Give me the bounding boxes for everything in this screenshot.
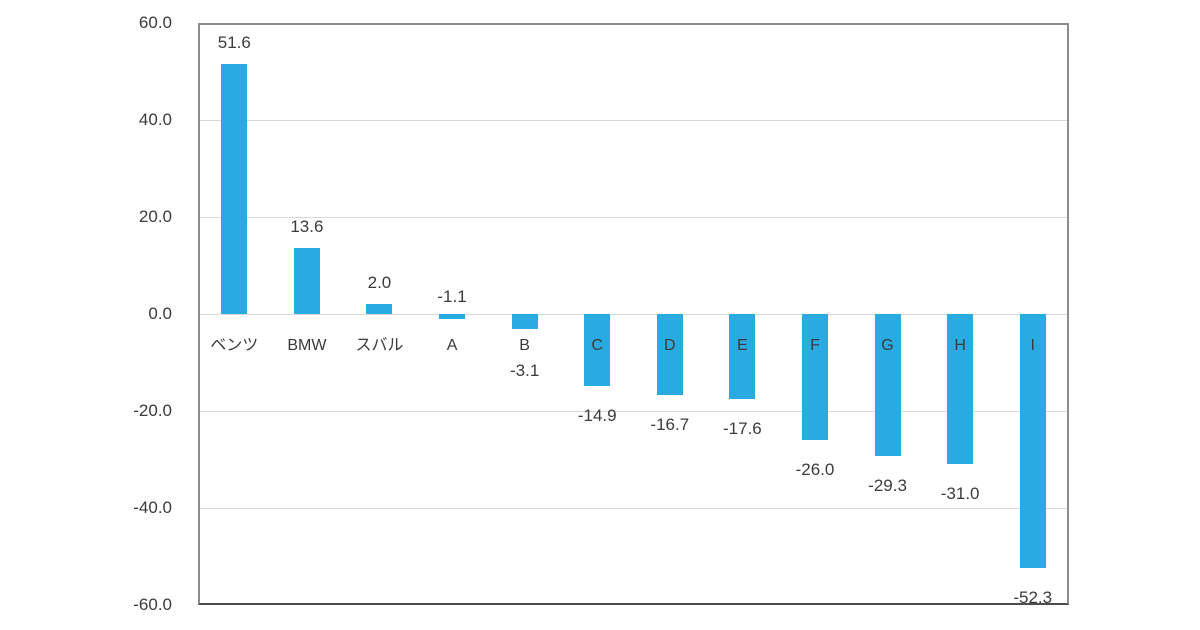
bar-value-label: -17.6	[723, 419, 762, 438]
category-label: A	[446, 337, 458, 354]
bar	[439, 314, 465, 319]
y-tick-label: 0.0	[148, 304, 172, 323]
category-label: E	[737, 337, 748, 354]
bar	[294, 248, 320, 314]
category-label: スバル	[355, 337, 404, 354]
bar-value-label: -31.0	[940, 484, 980, 503]
category-label: G	[881, 337, 894, 354]
bar-value-label: -26.0	[795, 460, 835, 479]
y-tick-label: 40.0	[138, 110, 172, 129]
gridline	[198, 508, 1069, 509]
bar	[729, 314, 755, 399]
bar-value-label: 13.6	[290, 217, 324, 236]
category-label: B	[519, 337, 530, 354]
bar	[802, 314, 828, 440]
bar	[1020, 314, 1046, 568]
plot-area	[198, 23, 1069, 605]
bar-value-label: -16.7	[650, 415, 690, 434]
gridline	[198, 217, 1069, 218]
bar	[366, 304, 392, 314]
bar-value-label: -3.1	[509, 361, 540, 380]
y-tick-label: 20.0	[138, 207, 172, 226]
y-tick-label: -20.0	[133, 401, 172, 420]
bar	[875, 314, 901, 456]
y-tick-label: -60.0	[133, 595, 172, 614]
bar	[947, 314, 973, 464]
y-tick-label: -40.0	[133, 498, 172, 517]
category-label: D	[664, 337, 676, 354]
category-label: H	[954, 337, 966, 354]
category-label: BMW	[287, 337, 327, 354]
gridline	[198, 411, 1069, 412]
bar-value-label: 2.0	[367, 273, 392, 292]
category-label: F	[810, 337, 820, 354]
bar-value-label: 51.6	[217, 33, 251, 52]
category-label: ベンツ	[210, 337, 259, 354]
category-label: C	[591, 337, 603, 354]
bar-value-label: -29.3	[868, 476, 907, 495]
category-label: I	[1030, 337, 1035, 354]
gridline	[198, 314, 1069, 315]
bar	[584, 314, 610, 386]
y-tick-label: 60.0	[138, 13, 172, 32]
bar	[221, 64, 247, 314]
bar	[657, 314, 683, 395]
bar	[512, 314, 538, 329]
gridline	[198, 120, 1069, 121]
bar-value-label: -1.1	[437, 287, 467, 306]
bar-value-label: -14.9	[577, 406, 617, 425]
bar-value-label: -52.3	[1013, 588, 1053, 607]
